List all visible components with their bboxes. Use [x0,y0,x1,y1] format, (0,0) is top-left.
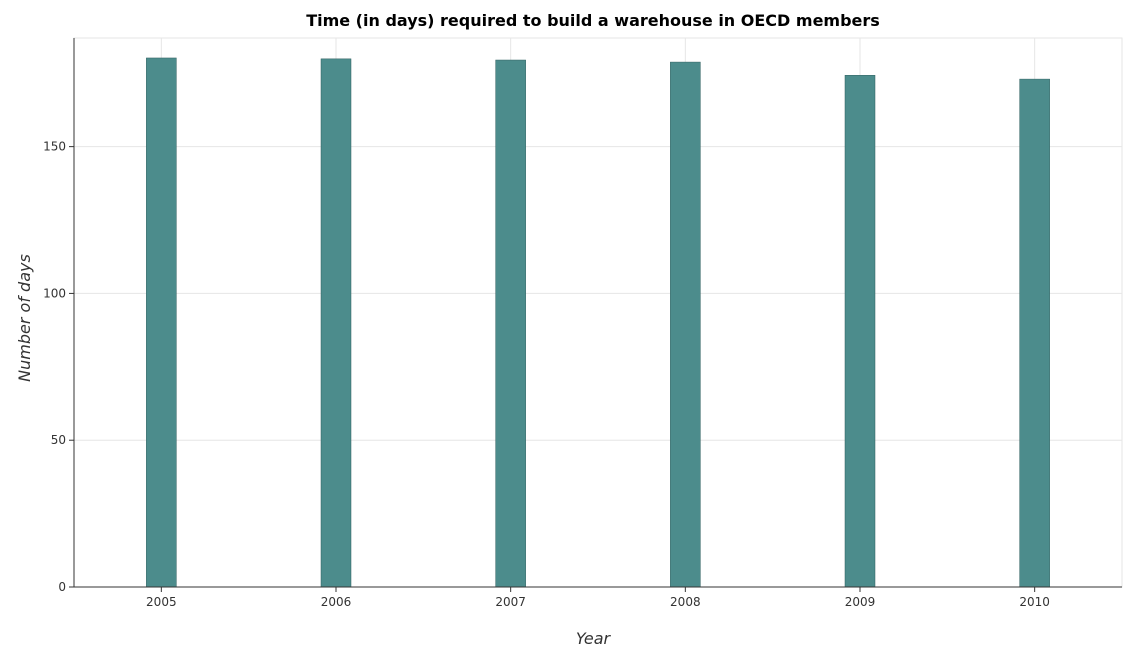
x-tick-label: 2010 [1019,595,1050,609]
x-ticks: 2005 2006 2007 2008 2009 2010 [146,587,1050,609]
grid [73,37,1123,588]
bar-2007 [495,59,526,588]
x-tick-label: 2009 [845,595,876,609]
bar-2005 [146,57,177,588]
bar-2008 [670,61,701,588]
x-tick-label: 2008 [670,595,701,609]
y-tick-label: 150 [43,140,66,154]
y-axis-label: Number of days [15,254,34,382]
bar-2009 [844,75,876,588]
y-tick-label: 0 [58,580,66,594]
bar-2006 [320,58,352,588]
x-axis-label: Year [576,629,612,648]
y-tick-label: 100 [43,286,66,300]
y-tick-label: 50 [51,433,66,447]
x-tick-label: 2006 [321,595,352,609]
x-tick-label: 2005 [146,595,177,609]
x-tick-label: 2007 [495,595,526,609]
chart-title: Time (in days) required to build a wareh… [306,11,880,30]
y-ticks: 0 50 100 150 [43,140,74,594]
bar-2010 [1019,78,1050,588]
plot-frame [73,37,1123,588]
axes [73,38,1122,588]
bars [146,57,1050,588]
